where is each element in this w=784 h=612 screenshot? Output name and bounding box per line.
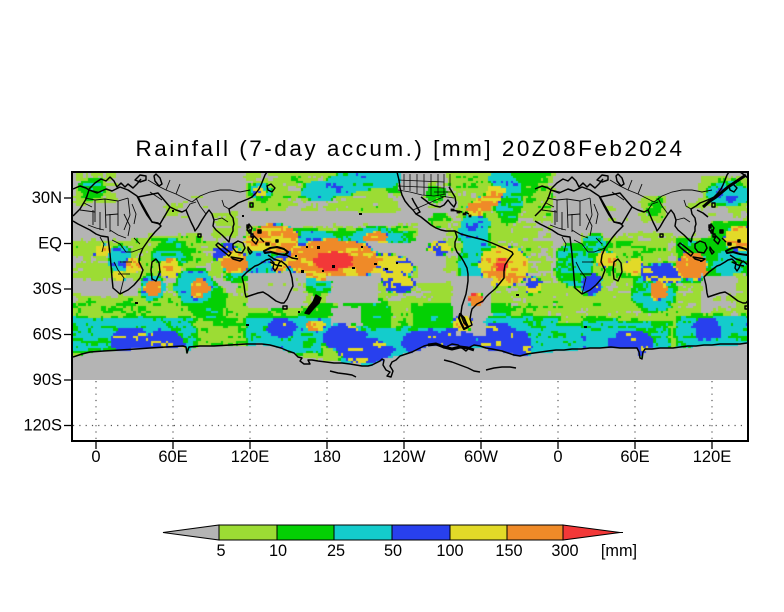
svg-text:60W: 60W: [464, 448, 498, 466]
svg-text:120E: 120E: [231, 448, 270, 466]
svg-text:EQ: EQ: [38, 235, 62, 253]
svg-text:0: 0: [553, 448, 562, 466]
svg-text:0: 0: [91, 448, 100, 466]
svg-text:25: 25: [327, 542, 345, 560]
svg-text:300: 300: [551, 542, 578, 560]
svg-text:60E: 60E: [620, 448, 649, 466]
svg-text:10: 10: [269, 542, 287, 560]
svg-text:120S: 120S: [23, 417, 62, 435]
svg-text:180: 180: [313, 448, 341, 466]
svg-text:150: 150: [495, 542, 522, 560]
svg-text:60E: 60E: [158, 448, 187, 466]
svg-text:[mm]: [mm]: [601, 542, 637, 560]
svg-text:120W: 120W: [382, 448, 426, 466]
svg-text:60S: 60S: [33, 326, 62, 344]
svg-text:5: 5: [216, 542, 225, 560]
svg-text:120E: 120E: [693, 448, 732, 466]
svg-text:30S: 30S: [33, 280, 62, 298]
svg-text:30N: 30N: [32, 189, 62, 207]
svg-text:100: 100: [436, 542, 463, 560]
svg-text:90S: 90S: [33, 371, 62, 389]
svg-text:50: 50: [384, 542, 402, 560]
